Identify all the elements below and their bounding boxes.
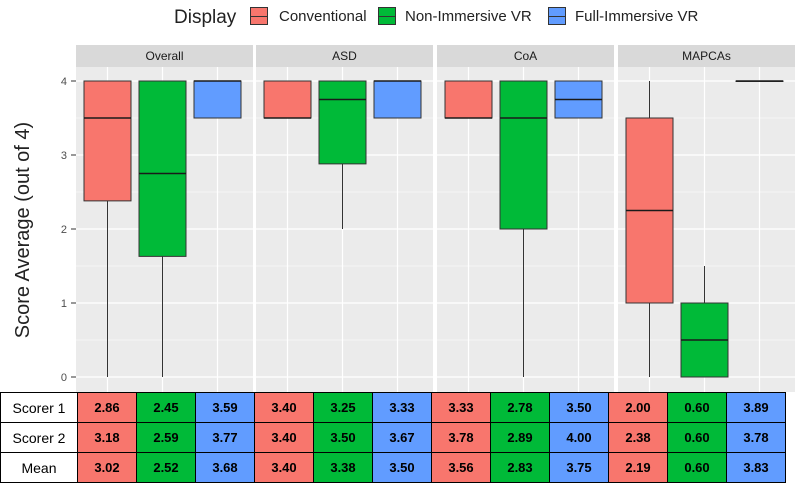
table-cell: 2.52: [136, 452, 196, 483]
table-cell: 0.60: [667, 422, 727, 453]
facet-strip: [256, 45, 433, 67]
box-full-immersive: [193, 80, 242, 119]
table-cell: 2.89: [490, 422, 550, 453]
row-label: Mean: [0, 452, 78, 483]
table-cell: 3.40: [254, 422, 314, 453]
table-cell: 3.56: [431, 452, 491, 483]
table-row: Mean 3.02 2.52 3.68 3.40 3.38 3.50 3.56 …: [0, 452, 786, 483]
y-tick-label: 3: [61, 150, 67, 162]
table-cell: 3.78: [431, 422, 491, 453]
legend-key-non-immersive: [378, 7, 396, 25]
table-cell: 2.59: [136, 422, 196, 453]
box-conventional: [444, 80, 493, 119]
table-cell: 3.33: [372, 392, 432, 423]
row-label: Scorer 2: [0, 422, 78, 453]
box-full-immersive: [373, 80, 422, 119]
table-cell: 2.78: [490, 392, 550, 423]
table-cell: 3.02: [77, 452, 137, 483]
facet-label: ASD: [332, 49, 357, 63]
table-cell: 3.50: [549, 392, 609, 423]
facet-strip: [618, 45, 795, 67]
table-cell: 4.00: [549, 422, 609, 453]
table-cell: 2.19: [608, 452, 668, 483]
facet-strip: [76, 45, 253, 67]
table-row: Scorer 1 2.86 2.45 3.59 3.40 3.25 3.33 3…: [0, 392, 786, 423]
table-cell: 3.78: [726, 422, 786, 453]
facet-label: MAPCAs: [682, 49, 731, 63]
legend-title: Display: [174, 7, 237, 28]
box-conventional: [83, 80, 132, 202]
y-tick-label: 2: [61, 224, 67, 236]
box-non-immersive: [138, 80, 187, 257]
table-cell: 3.68: [195, 452, 255, 483]
table-cell: 0.60: [667, 392, 727, 423]
box-conventional: [263, 80, 312, 119]
y-tick-label: 1: [61, 298, 67, 310]
legend: Display Conventional Non-Immersive VR Fu…: [0, 0, 800, 36]
table-cell: 3.67: [372, 422, 432, 453]
table-cell: 2.38: [608, 422, 668, 453]
table-cell: 3.38: [313, 452, 373, 483]
facet-label: CoA: [514, 49, 537, 63]
table-cell: 3.83: [726, 452, 786, 483]
table-cell: 0.60: [667, 452, 727, 483]
table-cell: 2.86: [77, 392, 137, 423]
table-cell: 2.83: [490, 452, 550, 483]
table-cell: 3.50: [372, 452, 432, 483]
box-non-immersive: [499, 80, 548, 230]
table-cell: 3.89: [726, 392, 786, 423]
table-cell: 3.25: [313, 392, 373, 423]
table-cell: 2.00: [608, 392, 668, 423]
score-table: Scorer 1 2.86 2.45 3.59 3.40 3.25 3.33 3…: [0, 392, 786, 483]
row-label: Scorer 1: [0, 392, 78, 423]
y-axis-title: Score Average (out of 4): [12, 122, 34, 338]
table-cell: 3.33: [431, 392, 491, 423]
box-non-immersive: [318, 80, 367, 165]
table-cell: 3.50: [313, 422, 373, 453]
table-cell: 3.77: [195, 422, 255, 453]
facet-label: Overall: [145, 49, 183, 63]
y-tick-label: 4: [61, 76, 67, 88]
facet-strip: [437, 45, 614, 67]
table-cell: 3.40: [254, 452, 314, 483]
table-cell: 3.75: [549, 452, 609, 483]
y-tick-label: 0: [61, 372, 67, 384]
table-cell: 2.45: [136, 392, 196, 423]
table-cell: 3.40: [254, 392, 314, 423]
legend-label-non-immersive: Non-Immersive VR: [405, 8, 532, 25]
legend-key-full-immersive: [548, 7, 566, 25]
table-cell: 3.18: [77, 422, 137, 453]
legend-key-conventional: [250, 7, 268, 25]
table-row: Scorer 2 3.18 2.59 3.77 3.40 3.50 3.67 3…: [0, 422, 786, 453]
box-plot-chart: Score Average (out of 4) 0 1 2 3 4 Overall ASD C…: [12, 45, 795, 392]
legend-label-conventional: Conventional: [279, 8, 367, 25]
legend-label-full-immersive: Full-Immersive VR: [575, 8, 699, 25]
table-cell: 3.59: [195, 392, 255, 423]
